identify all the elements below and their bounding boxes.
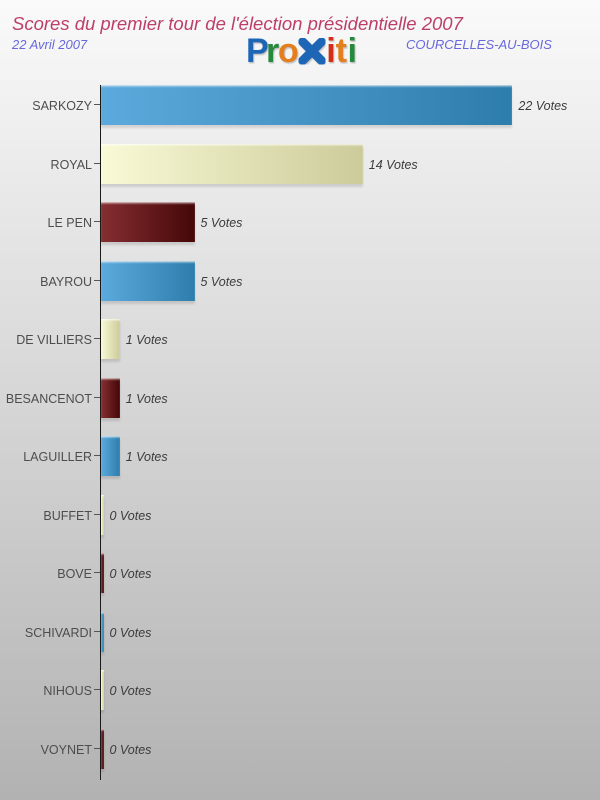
svg-text:i: i [326, 32, 336, 70]
svg-text:o: o [278, 32, 299, 70]
svg-text:t: t [336, 32, 347, 70]
svg-text:i: i [347, 32, 357, 70]
